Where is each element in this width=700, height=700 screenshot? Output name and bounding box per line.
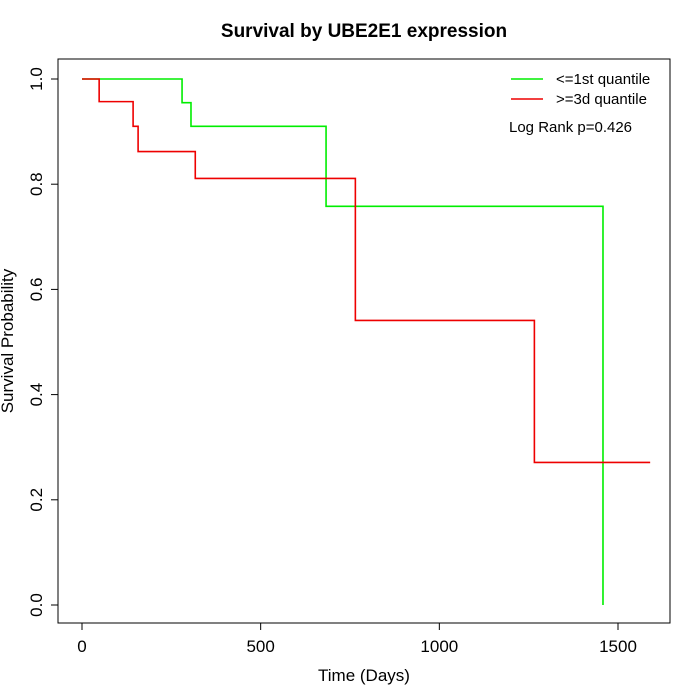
x-axis: 0 500 1000 1500: [77, 622, 637, 656]
y-axis: 0.0 0.2 0.4 0.6 0.8 1.0: [27, 67, 59, 617]
y-tick-label: 0.2: [27, 488, 46, 512]
log-rank-annotation: Log Rank p=0.426: [509, 119, 632, 136]
x-axis-label: Time (Days): [318, 666, 410, 685]
legend-label: <=1st quantile: [556, 71, 650, 88]
y-tick-label: 1.0: [27, 67, 46, 91]
curves-layer: [82, 78, 651, 605]
x-tick-label: 500: [246, 637, 274, 656]
x-tick-label: 0: [77, 637, 86, 656]
survival-curve-high: [82, 78, 651, 464]
y-tick-label: 0.4: [27, 383, 46, 407]
legend: <=1st quantile >=3d quantile: [511, 71, 650, 108]
x-tick-label: 1500: [599, 637, 637, 656]
x-tick-label: 1000: [420, 637, 458, 656]
survival-curve-low: [82, 78, 604, 605]
legend-label: >=3d quantile: [556, 91, 647, 108]
plot-frame: [57, 58, 671, 624]
y-axis-label: Survival Probability: [0, 268, 17, 413]
y-tick-label: 0.0: [27, 593, 46, 617]
y-tick-label: 0.8: [27, 172, 46, 196]
y-tick-label: 0.6: [27, 278, 46, 302]
chart-title: Survival by UBE2E1 expression: [221, 21, 507, 42]
